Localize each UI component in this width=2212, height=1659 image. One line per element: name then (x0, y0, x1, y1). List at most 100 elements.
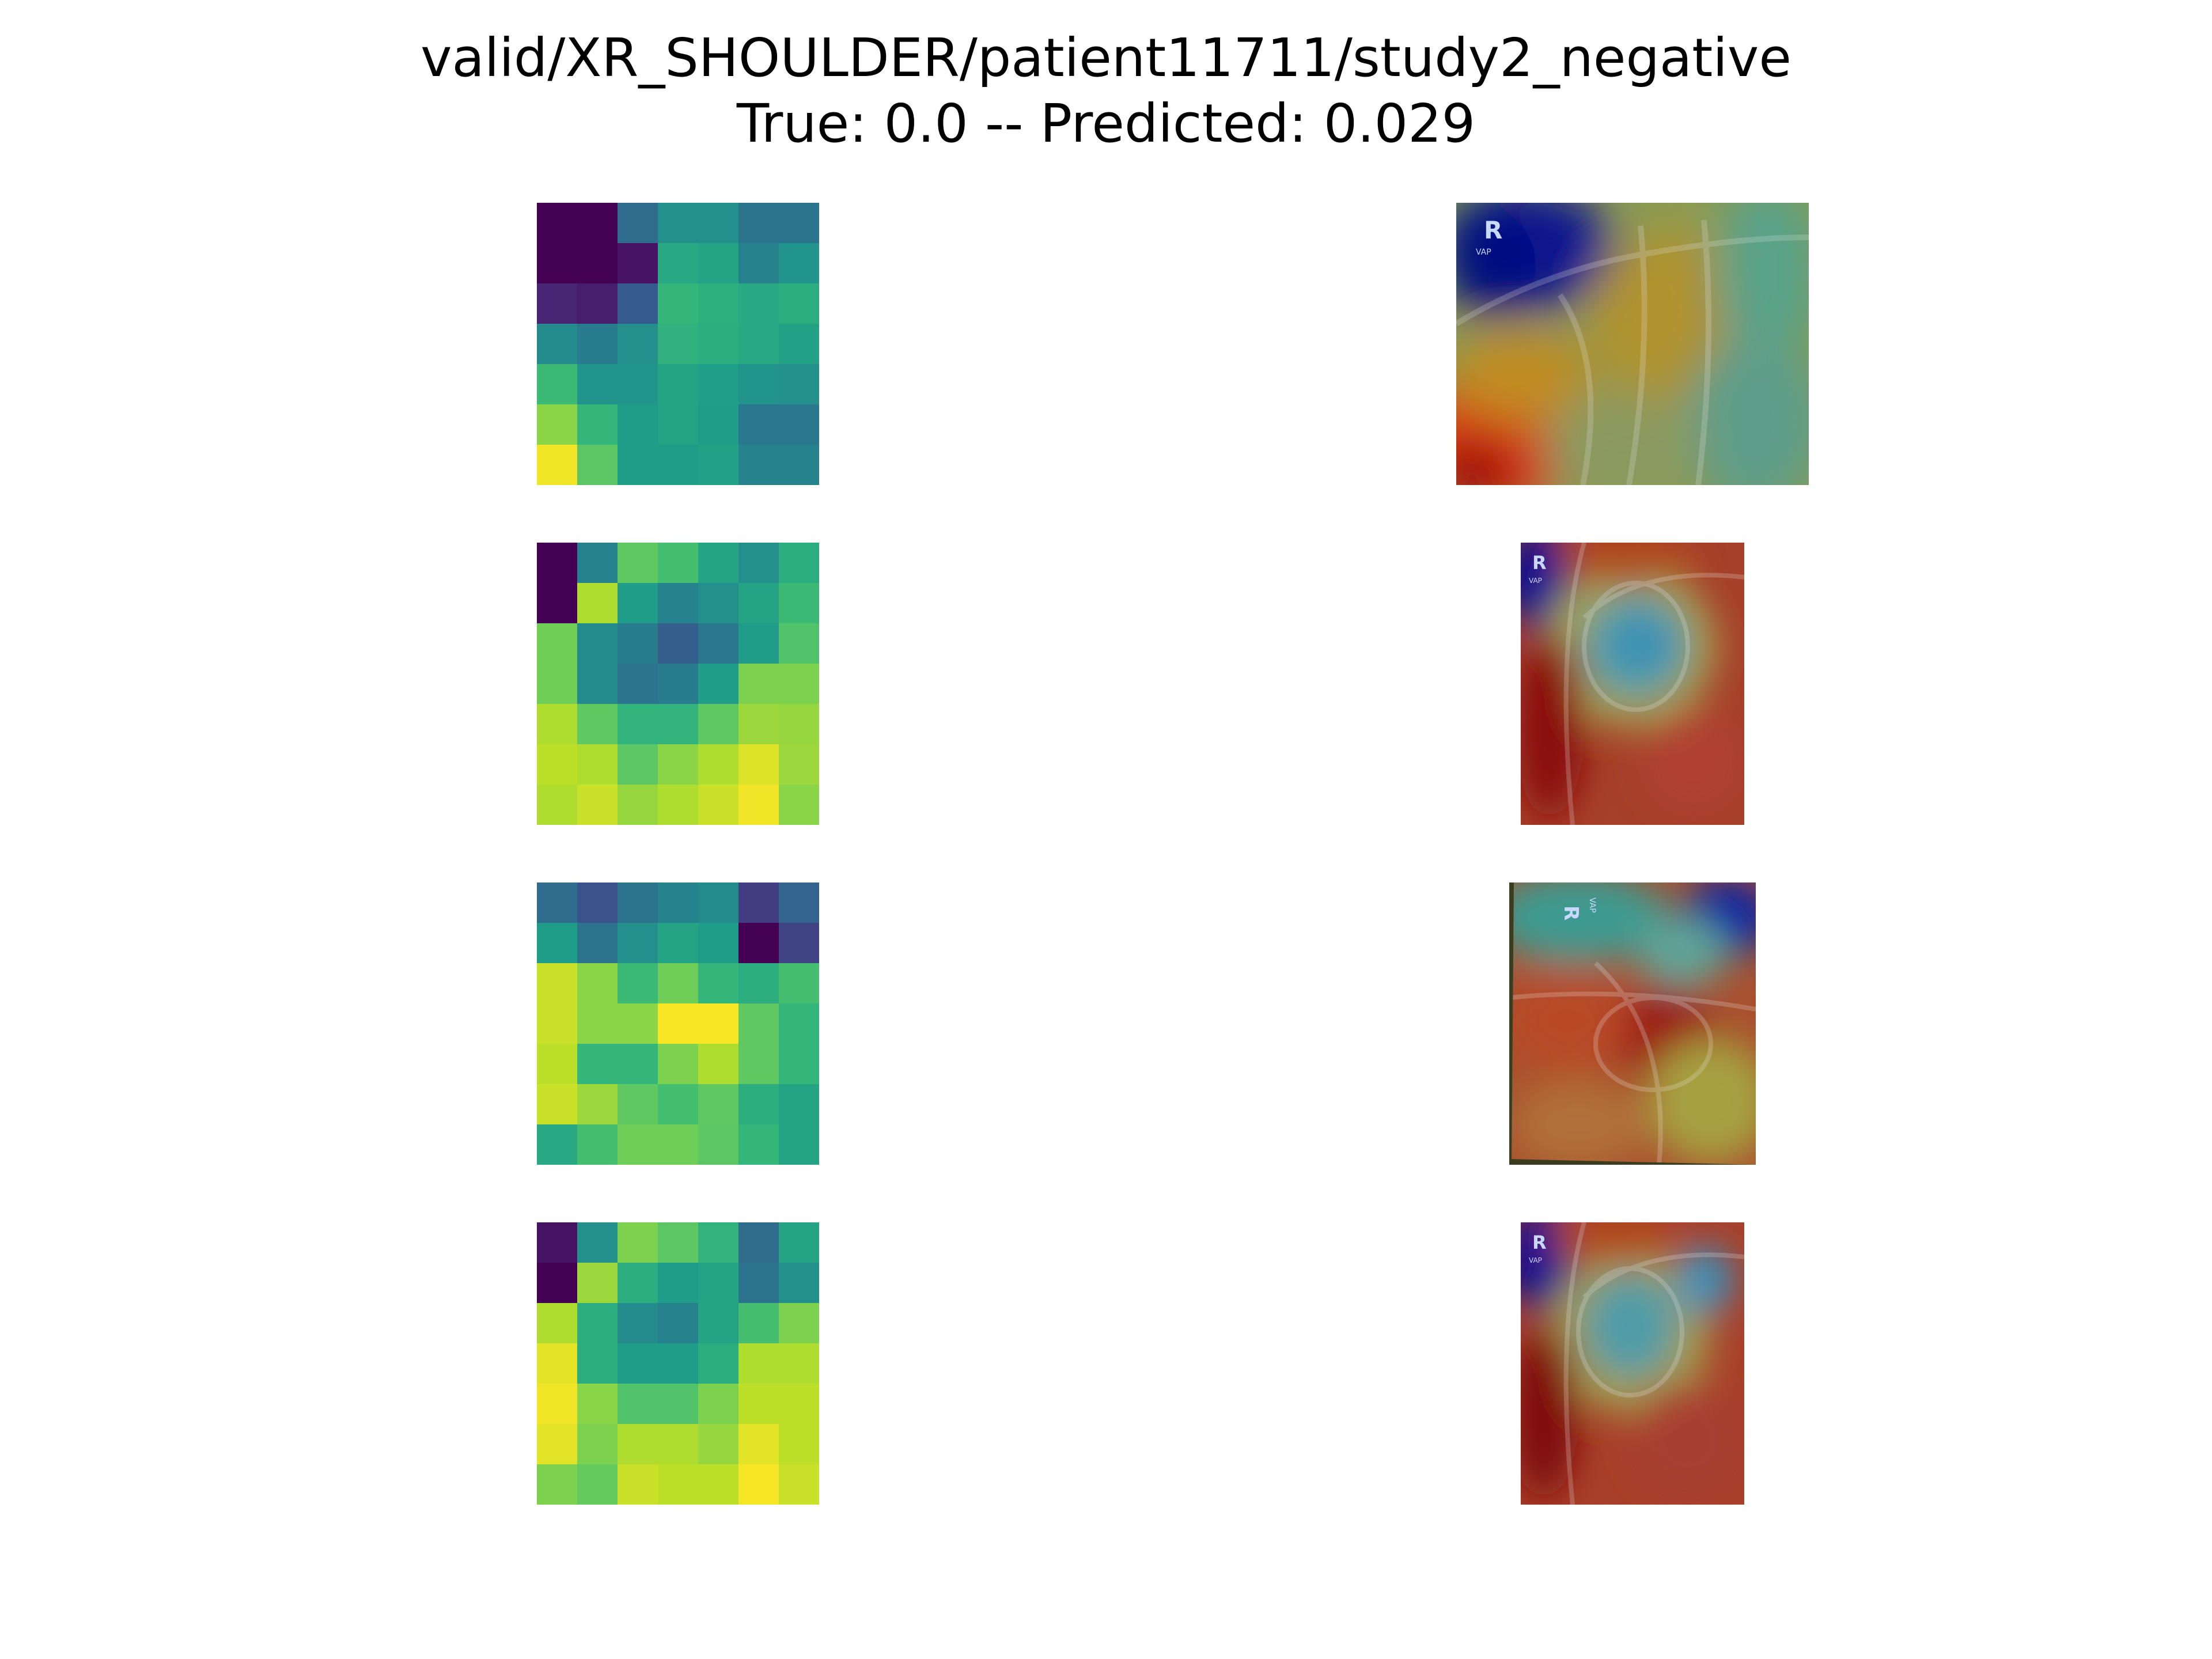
heatmap-1-cell-r1-c2 (618, 243, 658, 284)
heatmap-4-cell-r4-c4 (698, 1384, 739, 1425)
heatmap-2-cell-r5-c3 (658, 744, 699, 785)
heatmap-2-cell-r4-c2 (618, 704, 658, 745)
heatmap-2-cell-r6-c3 (658, 785, 699, 825)
heatmap-4-cell-r3-c5 (738, 1343, 779, 1384)
heatmap-1-cell-r5-c6 (779, 404, 819, 445)
heatmap-1-cell-r0-c5 (738, 203, 779, 244)
heatmap-4-cell-r6-c5 (738, 1464, 779, 1505)
heatmap-4 (537, 1222, 819, 1505)
heatmap-4-cell-r5-c6 (779, 1424, 819, 1465)
heatmap-2-cell-r0-c0 (537, 543, 578, 584)
heatmap-3-cell-r6-c1 (577, 1124, 618, 1165)
heatmap-4-cell-r5-c3 (658, 1424, 699, 1465)
heatmap-4-cell-r4-c6 (779, 1384, 819, 1425)
heatmap-2-cell-r4-c6 (779, 704, 819, 745)
heatmap-4-cell-r1-c1 (577, 1263, 618, 1304)
heatmap-4-cell-r4-c1 (577, 1384, 618, 1425)
figure-title-line-2: True: 0.0 -- Predicted: 0.029 (736, 93, 1476, 154)
heatmap-4-cell-r6-c2 (618, 1464, 658, 1505)
heatmap-3-cell-r3-c4 (698, 1003, 739, 1044)
svg-text:VAP: VAP (1529, 1256, 1542, 1264)
heatmap-1-cell-r5-c0 (537, 404, 578, 445)
heatmap-2-cell-r4-c5 (738, 704, 779, 745)
heatmap-3-cell-r1-c4 (698, 923, 739, 964)
heatmap-4-cell-r1-c2 (618, 1263, 658, 1304)
heatmap-2-cell-r0-c2 (618, 543, 658, 584)
heatmap-1-cell-r0-c3 (658, 203, 699, 244)
heatmap-4-cell-r1-c4 (698, 1263, 739, 1304)
heatmap-4-cell-r4-c2 (618, 1384, 658, 1425)
heatmap-3-cell-r1-c3 (658, 923, 699, 964)
heatmap-2-cell-r0-c3 (658, 543, 699, 584)
heatmap-1-cell-r0-c2 (618, 203, 658, 244)
heatmap-2-cell-r4-c4 (698, 704, 739, 745)
heatmap-4-cell-r5-c4 (698, 1424, 739, 1465)
figure-title-line-1: valid/XR_SHOULDER/patient11711/study2_ne… (421, 27, 1791, 89)
heatmap-3-cell-r4-c0 (537, 1044, 578, 1085)
heatmap-3-cell-r0-c6 (779, 882, 819, 923)
heatmap-1-cell-r1-c4 (698, 243, 739, 284)
heatmap-1-cell-r1-c5 (738, 243, 779, 284)
heatmap-3-cell-r3-c3 (658, 1003, 699, 1044)
heatmap-3-cell-r5-c2 (618, 1084, 658, 1125)
heatmap-4-cell-r2-c6 (779, 1303, 819, 1344)
heatmap-4-cell-r1-c0 (537, 1263, 578, 1304)
xray-marker-3: R (1559, 906, 1582, 921)
heatmap-2-cell-r0-c5 (738, 543, 779, 584)
heatmap-1-cell-r6-c1 (577, 445, 618, 485)
heatmap-1-cell-r3-c4 (698, 324, 739, 365)
heatmap-4-cell-r4-c5 (738, 1384, 779, 1425)
heatmap-3-cell-r2-c1 (577, 963, 618, 1004)
heatmap-2-cell-r1-c6 (779, 583, 819, 624)
heatmap-3-cell-r6-c5 (738, 1124, 779, 1165)
heatmap-1-cell-r0-c1 (577, 203, 618, 244)
heatmap-2-cell-r6-c5 (738, 785, 779, 825)
heatmap-4-cell-r6-c1 (577, 1464, 618, 1505)
heatmap-2-cell-r3-c0 (537, 664, 578, 704)
heatmap-4-cell-r5-c0 (537, 1424, 578, 1465)
heatmap-2-cell-r3-c6 (779, 664, 819, 704)
heatmap-2-cell-r6-c4 (698, 785, 739, 825)
heatmap-1-cell-r2-c1 (577, 283, 618, 324)
heatmap-3-cell-r4-c3 (658, 1044, 699, 1085)
heatmap-3-cell-r3-c2 (618, 1003, 658, 1044)
heatmap-1-cell-r2-c2 (618, 283, 658, 324)
svg-text:VAP: VAP (1588, 897, 1597, 913)
heatmap-4-cell-r4-c0 (537, 1384, 578, 1425)
xray-overlay-2: R VAP (1521, 543, 1744, 825)
heatmap-3-cell-r4-c4 (698, 1044, 739, 1085)
heatmap-4-cell-r3-c2 (618, 1343, 658, 1384)
heatmap-1-cell-r6-c4 (698, 445, 739, 485)
heatmap-3-cell-r0-c1 (577, 882, 618, 923)
heatmap-4-cell-r1-c3 (658, 1263, 699, 1304)
heatmap-1-cell-r2-c3 (658, 283, 699, 324)
heatmap-2-cell-r5-c4 (698, 744, 739, 785)
heatmap-4-cell-r3-c0 (537, 1343, 578, 1384)
heatmap-2-cell-r0-c4 (698, 543, 739, 584)
heatmap-3-cell-r1-c5 (738, 923, 779, 964)
heatmap-4-cell-r6-c0 (537, 1464, 578, 1505)
heatmap-2-cell-r1-c1 (577, 583, 618, 624)
xray-marker-1: R (1484, 216, 1502, 244)
heatmap-1-cell-r1-c3 (658, 243, 699, 284)
heatmap-2-cell-r1-c2 (618, 583, 658, 624)
heatmap-4-cell-r1-c5 (738, 1263, 779, 1304)
heatmap-4-cell-r3-c6 (779, 1343, 819, 1384)
heatmap-4-cell-r0-c0 (537, 1222, 578, 1263)
heatmap-2-cell-r5-c6 (779, 744, 819, 785)
heatmap-3-cell-r3-c1 (577, 1003, 618, 1044)
heatmap-2-cell-r6-c1 (577, 785, 618, 825)
heatmap-1-cell-r4-c2 (618, 364, 658, 405)
xray-marker-4: R (1532, 1232, 1547, 1253)
heatmap-3-cell-r5-c5 (738, 1084, 779, 1125)
svg-text:VAP: VAP (1529, 577, 1542, 585)
heatmap-4-cell-r2-c1 (577, 1303, 618, 1344)
heatmap-3-cell-r0-c3 (658, 882, 699, 923)
heatmap-4-cell-r6-c6 (779, 1464, 819, 1505)
heatmap-4-cell-r0-c2 (618, 1222, 658, 1263)
heatmap-3-cell-r0-c0 (537, 882, 578, 923)
heatmap-4-cell-r4-c3 (658, 1384, 699, 1425)
heatmap-4-cell-r5-c1 (577, 1424, 618, 1465)
heatmap-2-cell-r6-c6 (779, 785, 819, 825)
heatmap-2-cell-r3-c4 (698, 664, 739, 704)
